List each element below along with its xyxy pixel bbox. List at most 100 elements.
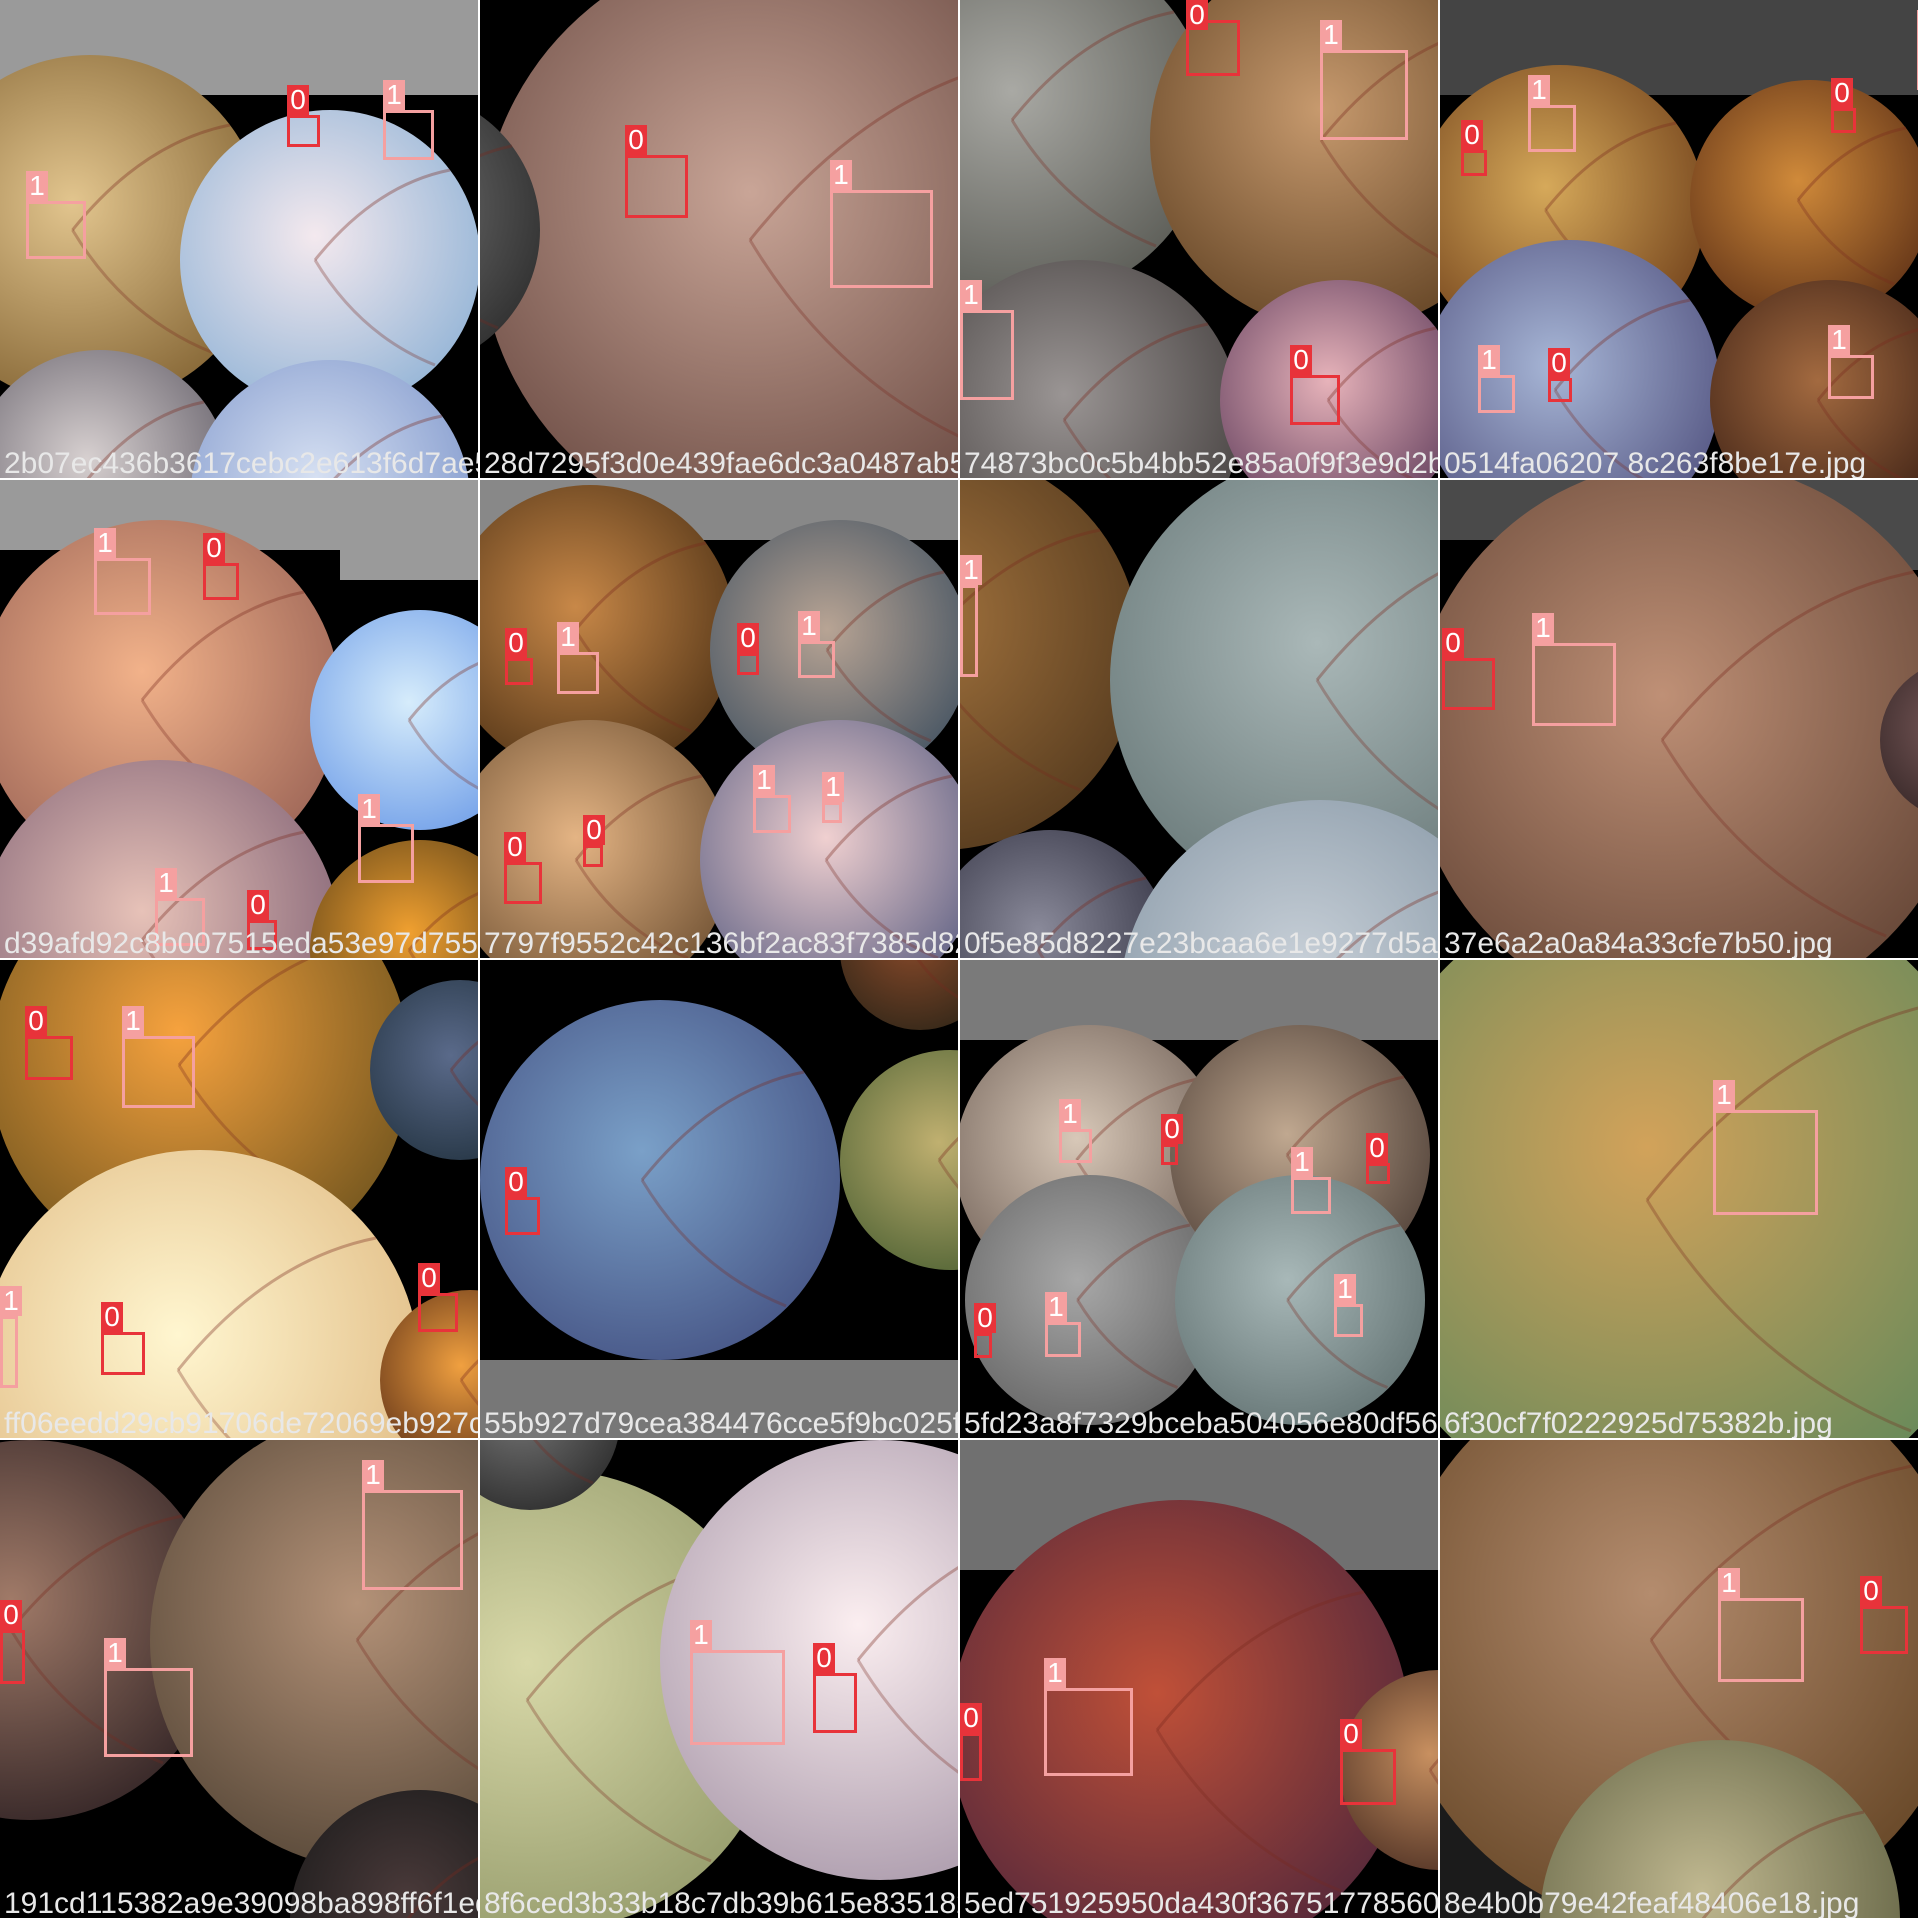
class-label-tag: 1 [830, 160, 852, 190]
retina-disc [960, 830, 1170, 958]
mosaic-tile: 0 55b927d79cea384476cce5f9bc025f64.jpg [480, 960, 958, 1438]
bounding-box-class-1 [362, 1490, 463, 1590]
retina-vessel [1660, 570, 1915, 741]
retina-vessel [1645, 1006, 1918, 1201]
class-label-tag: 0 [418, 1263, 440, 1293]
retina-vessel [1155, 1590, 1365, 1731]
mosaic-tile: 0 1 0 1 1 0 1 0514fa06207 8c263f8be17e.jpg [1440, 0, 1918, 478]
bounding-box-class-1 [960, 310, 1014, 400]
retina-disc [1440, 480, 1918, 958]
retina-vessel [1553, 389, 1644, 478]
retina-vessel [533, 1440, 594, 1485]
class-label-tag: 1 [1291, 1147, 1313, 1177]
mosaic-tile: 0 1 1 0 74873bc0c5b4bb52e85a0f9f3e9d2b.jpg [960, 0, 1438, 478]
bounding-box-class-0 [505, 1197, 540, 1235]
retina-disc [480, 485, 735, 775]
class-label-tag: 1 [362, 1460, 384, 1490]
bounding-box-class-1 [1718, 1598, 1804, 1682]
retina-vessel [1319, 139, 1438, 259]
padding-band [340, 550, 478, 580]
retina-vessel [1285, 1075, 1405, 1156]
retina-vessel [407, 662, 478, 721]
class-label-tag: 1 [1828, 325, 1850, 355]
retina-vessel [1645, 1199, 1912, 1433]
class-label-tag: 0 [25, 1006, 47, 1036]
class-label-tag: 0 [1548, 348, 1570, 378]
image-filename: 191cd115382a9e39098ba898ff6f1ed2b.jpg [4, 1887, 478, 1918]
class-label-tag: 1 [1045, 1292, 1067, 1322]
bounding-box-class-1 [1059, 1129, 1092, 1163]
retina-disc [1150, 0, 1438, 330]
retina-vessel [916, 960, 958, 999]
retina-disc [1124, 800, 1438, 958]
bounding-box-class-0 [504, 862, 542, 904]
retina-vessel [1155, 1729, 1342, 1893]
retina-vessel [1816, 399, 1905, 478]
retina-disc [1440, 960, 1918, 1438]
retina-vessel [574, 541, 707, 631]
bounding-box-class-1 [557, 652, 599, 694]
retina-vessel [1319, 42, 1438, 141]
image-filename: 74873bc0c5b4bb52e85a0f9f3e9d2b.jpg [964, 447, 1438, 478]
retina-disc [965, 1175, 1215, 1425]
bounding-box-class-1 [690, 1650, 785, 1745]
image-filename: 28d7295f3d0e439fae6dc3a0487ab57b.jpg [484, 447, 958, 478]
retina-vessel [459, 1379, 478, 1406]
fundus-image [1440, 1440, 1918, 1918]
retina-vessel [313, 259, 436, 367]
image-filename: 8e4b0b79e42feaf48406e18.jpg [1444, 1887, 1860, 1918]
fundus-image [0, 1440, 478, 1918]
bounding-box-class-1 [26, 201, 86, 259]
class-label-tag: 0 [960, 1703, 982, 1733]
retina-vessel [574, 859, 689, 958]
mosaic-tile: 0 1 0 5ed751925950da430f36751778560052e.jpg [960, 1440, 1438, 1918]
class-label-tag: 1 [122, 1006, 144, 1036]
class-label-tag: 1 [1320, 20, 1342, 50]
bounding-box-class-0 [287, 115, 320, 147]
bounding-box-class-0 [1548, 378, 1572, 402]
fundus-image [0, 0, 478, 478]
retina-vessel [9, 1514, 183, 1631]
class-label-tag: 1 [1059, 1099, 1081, 1129]
class-label-tag: 0 [504, 832, 526, 862]
image-filename: 0514fa06207 8c263f8be17e.jpg [1444, 447, 1867, 478]
retina-vessel [1336, 890, 1438, 958]
class-label-tag: 0 [1340, 1719, 1362, 1749]
class-label-tag: 1 [1917, 10, 1918, 40]
fundus-image [960, 960, 1438, 1425]
retina-vessel [449, 1069, 478, 1107]
retina-vessel [9, 1629, 164, 1765]
bounding-box-class-0 [203, 563, 239, 600]
retina-disc [480, 0, 958, 478]
mosaic-tile: 0 1 1 0 0 ff06eedd29cb91706de72069eb927c7.jpg [0, 960, 478, 1438]
retina-disc [191, 360, 469, 478]
retina-disc [1340, 1670, 1438, 1870]
class-label-tag: 1 [1478, 345, 1500, 375]
retina-vessel [1010, 10, 1175, 121]
retina-vessel [480, 144, 513, 158]
class-label-tag: 0 [1366, 1133, 1388, 1163]
retina-vessel [1701, 1810, 1865, 1918]
retina-vessel [937, 1136, 958, 1161]
retina-vessel [407, 892, 478, 951]
bounding-box-class-0 [1340, 1749, 1396, 1805]
bounding-box-class-0 [101, 1332, 145, 1375]
bounding-box-class-0 [813, 1673, 857, 1733]
retina-disc [1540, 1740, 1900, 1918]
retina-vessel [86, 400, 205, 478]
retina-vessel [177, 960, 309, 1066]
bounding-box-class-1 [1532, 643, 1616, 726]
retina-vessel [1326, 399, 1415, 478]
bounding-box-class-1 [1917, 40, 1918, 90]
class-label-tag: 1 [798, 611, 820, 641]
fundus-image [480, 1440, 958, 1918]
retina-vessel [574, 629, 693, 733]
retina-vessel [1076, 1299, 1179, 1389]
fundus-image [480, 960, 958, 1438]
bounding-box-class-1 [753, 795, 791, 833]
class-label-tag: 0 [737, 623, 759, 653]
retina-vessel [1544, 121, 1677, 211]
retina-vessel [140, 830, 305, 941]
bounding-box-class-1 [1828, 355, 1874, 399]
